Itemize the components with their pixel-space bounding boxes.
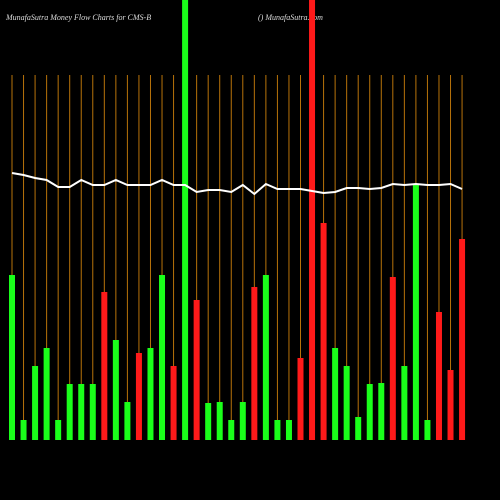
bar xyxy=(447,370,454,440)
bar xyxy=(228,420,235,440)
bar xyxy=(401,366,408,440)
bar xyxy=(309,0,316,440)
bar xyxy=(9,275,15,440)
bar xyxy=(251,287,258,440)
bar xyxy=(355,417,362,440)
bar xyxy=(66,384,73,440)
bar xyxy=(378,383,385,440)
bar xyxy=(239,402,246,440)
bar xyxy=(274,420,281,440)
bar xyxy=(159,275,166,440)
bar xyxy=(366,384,373,440)
bar xyxy=(170,366,177,440)
bar xyxy=(389,277,396,440)
bar xyxy=(412,184,419,440)
bar xyxy=(320,223,327,440)
bar xyxy=(124,402,131,440)
bar xyxy=(55,420,62,440)
bar xyxy=(20,420,27,440)
bar xyxy=(435,312,442,440)
bar xyxy=(78,384,85,440)
bar xyxy=(89,384,96,440)
bar xyxy=(182,0,189,440)
bar xyxy=(135,353,142,440)
bar xyxy=(343,366,350,440)
chart-subtitle: () MunafaSutra.com xyxy=(258,13,323,22)
bar xyxy=(424,420,431,440)
bar xyxy=(459,239,466,440)
bar xyxy=(332,348,339,440)
bar xyxy=(262,275,269,440)
money-flow-line xyxy=(11,172,463,196)
bar xyxy=(216,402,223,440)
bar xyxy=(285,420,292,440)
bar xyxy=(147,348,154,440)
bar xyxy=(297,358,304,440)
bar xyxy=(32,366,39,440)
bar xyxy=(101,292,108,440)
bar xyxy=(112,340,119,440)
bar xyxy=(43,348,50,440)
bar xyxy=(193,300,200,440)
bar xyxy=(205,403,212,440)
chart-title: MunafaSutra Money Flow Charts for CMS-B xyxy=(5,13,151,22)
